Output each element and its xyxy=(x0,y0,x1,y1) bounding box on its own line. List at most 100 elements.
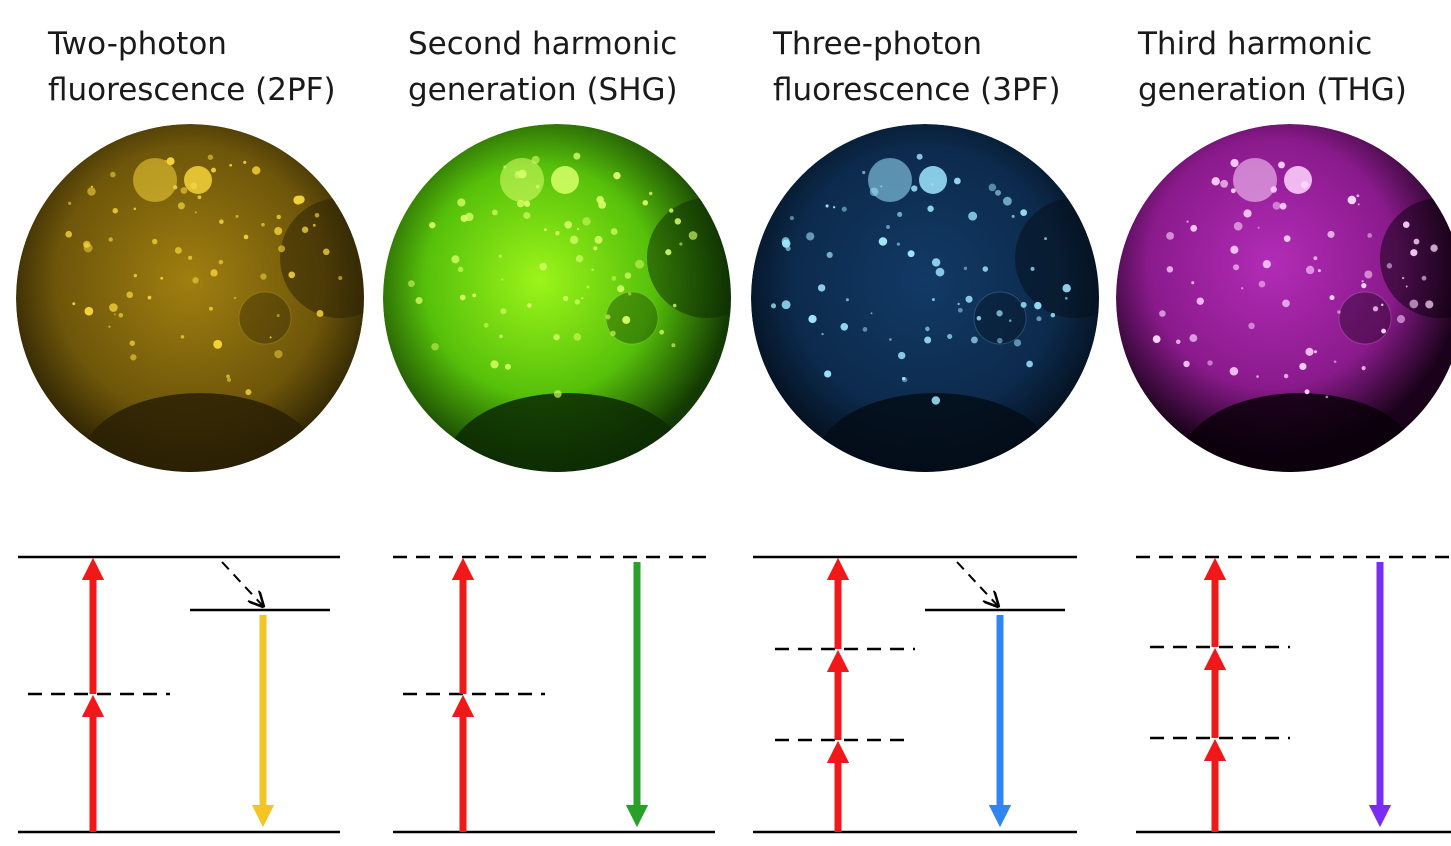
speckle xyxy=(577,228,579,230)
page: Two-photonfluorescence (2PF)Second harmo… xyxy=(0,0,1451,846)
speckle xyxy=(108,326,110,328)
speckle xyxy=(827,252,833,258)
speckle xyxy=(1362,366,1366,370)
vesicle xyxy=(1233,158,1277,202)
speckle xyxy=(1020,209,1027,216)
speckle xyxy=(226,374,230,378)
speckle xyxy=(1373,306,1378,311)
speckle xyxy=(625,272,632,278)
speckle xyxy=(1367,233,1372,238)
speckle xyxy=(1282,299,1290,307)
speckle xyxy=(806,232,814,240)
speckle xyxy=(1284,374,1288,378)
energy-diagram xyxy=(753,557,1077,832)
speckle xyxy=(1230,246,1238,254)
speckle xyxy=(188,256,192,260)
speckle xyxy=(611,228,618,235)
microscopy-image xyxy=(751,124,1135,533)
dark-region xyxy=(647,198,767,318)
speckle xyxy=(211,168,216,173)
speckle xyxy=(260,273,266,279)
speckle xyxy=(252,166,260,174)
speckle xyxy=(968,212,977,221)
speckle xyxy=(524,201,530,207)
speckle xyxy=(484,323,489,328)
speckle xyxy=(1387,263,1392,268)
speckle xyxy=(669,208,673,212)
speckle xyxy=(1065,297,1068,300)
speckle xyxy=(591,268,594,271)
speckle xyxy=(458,267,463,272)
speckle xyxy=(114,313,116,315)
speckle xyxy=(673,304,677,308)
speckle xyxy=(278,245,285,252)
speckle xyxy=(243,161,246,164)
speckle xyxy=(1409,299,1418,308)
speckle xyxy=(539,263,547,271)
speckle xyxy=(1270,186,1276,192)
speckle xyxy=(1207,360,1212,365)
speckle xyxy=(617,285,624,292)
speckle xyxy=(840,323,848,331)
speckle xyxy=(554,390,562,398)
speckle xyxy=(1031,267,1035,271)
speckle xyxy=(971,336,978,343)
speckle xyxy=(1036,316,1041,321)
speckle xyxy=(1258,227,1260,229)
speckle xyxy=(451,255,459,263)
speckle xyxy=(689,231,698,240)
energy-diagram xyxy=(393,557,715,832)
speckle xyxy=(209,307,213,311)
speckle xyxy=(1397,315,1405,323)
speckle xyxy=(178,202,185,209)
speckle xyxy=(227,378,231,382)
speckle xyxy=(408,280,415,287)
speckle xyxy=(1051,313,1056,318)
microscopy-image xyxy=(383,124,767,533)
speckle xyxy=(148,296,152,300)
speckle xyxy=(564,221,572,229)
speckle xyxy=(932,396,940,404)
speckle xyxy=(175,247,182,254)
speckle xyxy=(574,333,582,341)
speckle xyxy=(889,338,892,341)
speckle xyxy=(977,316,982,321)
speckle xyxy=(261,223,265,227)
speckle xyxy=(198,195,202,199)
speckle xyxy=(313,224,316,227)
speckle xyxy=(195,211,197,213)
speckle xyxy=(1430,244,1437,251)
energy-diagram xyxy=(1136,557,1451,832)
speckle xyxy=(416,297,423,304)
speckle xyxy=(1327,231,1334,238)
speckle xyxy=(902,377,905,380)
speckle xyxy=(1186,221,1188,223)
speckle xyxy=(808,315,816,323)
speckle xyxy=(130,340,135,345)
speckle xyxy=(293,196,302,205)
speckle xyxy=(1183,361,1189,367)
speckle xyxy=(234,297,237,300)
speckle xyxy=(1284,235,1291,242)
speckle xyxy=(1313,256,1317,260)
speckle xyxy=(782,300,791,309)
speckle xyxy=(862,171,865,174)
speckle xyxy=(983,266,989,272)
vesicle xyxy=(919,166,947,194)
speckle xyxy=(1014,339,1021,346)
speckle xyxy=(173,185,177,189)
speckle xyxy=(192,277,198,283)
speckle xyxy=(863,327,868,332)
speckle xyxy=(880,185,882,187)
speckle xyxy=(908,250,915,257)
speckle xyxy=(1062,284,1070,292)
speckle xyxy=(274,227,282,235)
speckle xyxy=(181,335,184,338)
speckle xyxy=(790,216,794,220)
title-line: fluorescence (3PF) xyxy=(773,72,1061,108)
speckle xyxy=(317,310,324,317)
speckle xyxy=(501,278,503,280)
speckle xyxy=(523,212,530,219)
speckle xyxy=(219,219,224,224)
speckle xyxy=(1167,266,1173,272)
